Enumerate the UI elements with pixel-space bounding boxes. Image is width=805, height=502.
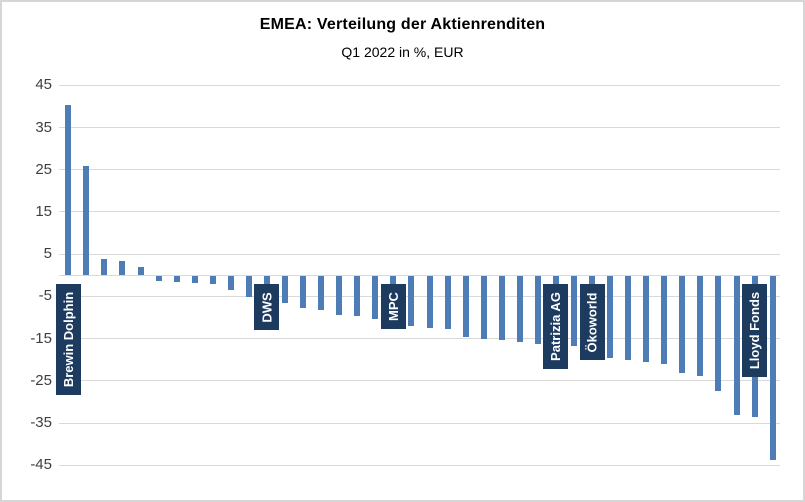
y-tick-label: -35 <box>30 414 52 432</box>
bar <box>444 276 451 329</box>
chart-title: EMEA: Verteilung der Aktienrenditen <box>259 16 546 33</box>
bar <box>426 276 433 328</box>
gridline <box>59 169 780 171</box>
bar <box>715 276 722 391</box>
bar <box>209 276 216 284</box>
bar <box>119 261 126 276</box>
gridline <box>59 295 780 297</box>
y-tick-label: -25 <box>30 371 52 389</box>
bar <box>607 276 614 359</box>
bar <box>137 266 144 276</box>
bar-category-label: Brewin Dolphin <box>55 284 81 395</box>
gridline <box>59 84 780 86</box>
bar <box>83 166 90 276</box>
gridline <box>59 422 780 424</box>
y-tick-label: 45 <box>35 76 52 94</box>
bar-category-label-text: DWS <box>259 291 275 323</box>
bar-category-label-text: Brewin Dolphin <box>60 291 76 388</box>
bar <box>679 276 686 373</box>
bar <box>318 276 325 310</box>
y-tick-label: -15 <box>30 329 52 347</box>
gridline <box>59 380 780 382</box>
bar <box>570 276 577 346</box>
y-tick-label: -5 <box>38 287 52 305</box>
bar <box>534 276 541 344</box>
x-axis-line <box>59 274 780 276</box>
y-tick-label: 15 <box>35 202 52 220</box>
bar <box>769 276 776 461</box>
bar <box>282 276 289 303</box>
gridline <box>59 338 780 340</box>
bar <box>625 276 632 361</box>
gridline <box>59 211 780 213</box>
bar <box>643 276 650 363</box>
bar <box>462 276 469 338</box>
bar-category-label-text: MPC <box>385 292 401 321</box>
gridline <box>59 253 780 255</box>
bar-category-label-text: Patrizia AG <box>548 292 564 361</box>
bar <box>227 276 234 290</box>
bar-category-label-text: Ökoworld <box>584 292 600 352</box>
bar <box>173 276 180 283</box>
bar <box>661 276 668 364</box>
bar <box>354 276 361 317</box>
bar-category-label: MPC <box>380 284 406 329</box>
bar-category-label-text: Lloyd Fonds <box>747 291 763 370</box>
bar <box>155 276 162 282</box>
bar <box>480 276 487 340</box>
bar <box>697 276 704 376</box>
gridline <box>59 464 780 466</box>
bar <box>498 276 505 341</box>
bar <box>372 276 379 319</box>
bar <box>733 276 740 415</box>
bar <box>408 276 415 326</box>
bar <box>191 276 198 284</box>
y-tick-label: -45 <box>30 456 52 474</box>
y-tick-label: 5 <box>43 245 52 263</box>
y-tick-label: 25 <box>35 160 52 178</box>
bar-category-label: Patrizia AG <box>543 284 569 369</box>
bar <box>101 258 108 276</box>
bar-category-label: Ökoworld <box>579 284 605 360</box>
bar <box>300 276 307 308</box>
bar <box>245 276 252 297</box>
bar <box>65 105 72 276</box>
bar <box>516 276 523 343</box>
y-tick-label: 35 <box>35 118 52 136</box>
gridline <box>59 127 780 129</box>
bar-category-label: DWS <box>254 284 280 330</box>
chart-subtitle: Q1 2022 in %, EUR <box>341 44 464 60</box>
bar-category-label: Lloyd Fonds <box>742 284 768 377</box>
bar <box>336 276 343 315</box>
